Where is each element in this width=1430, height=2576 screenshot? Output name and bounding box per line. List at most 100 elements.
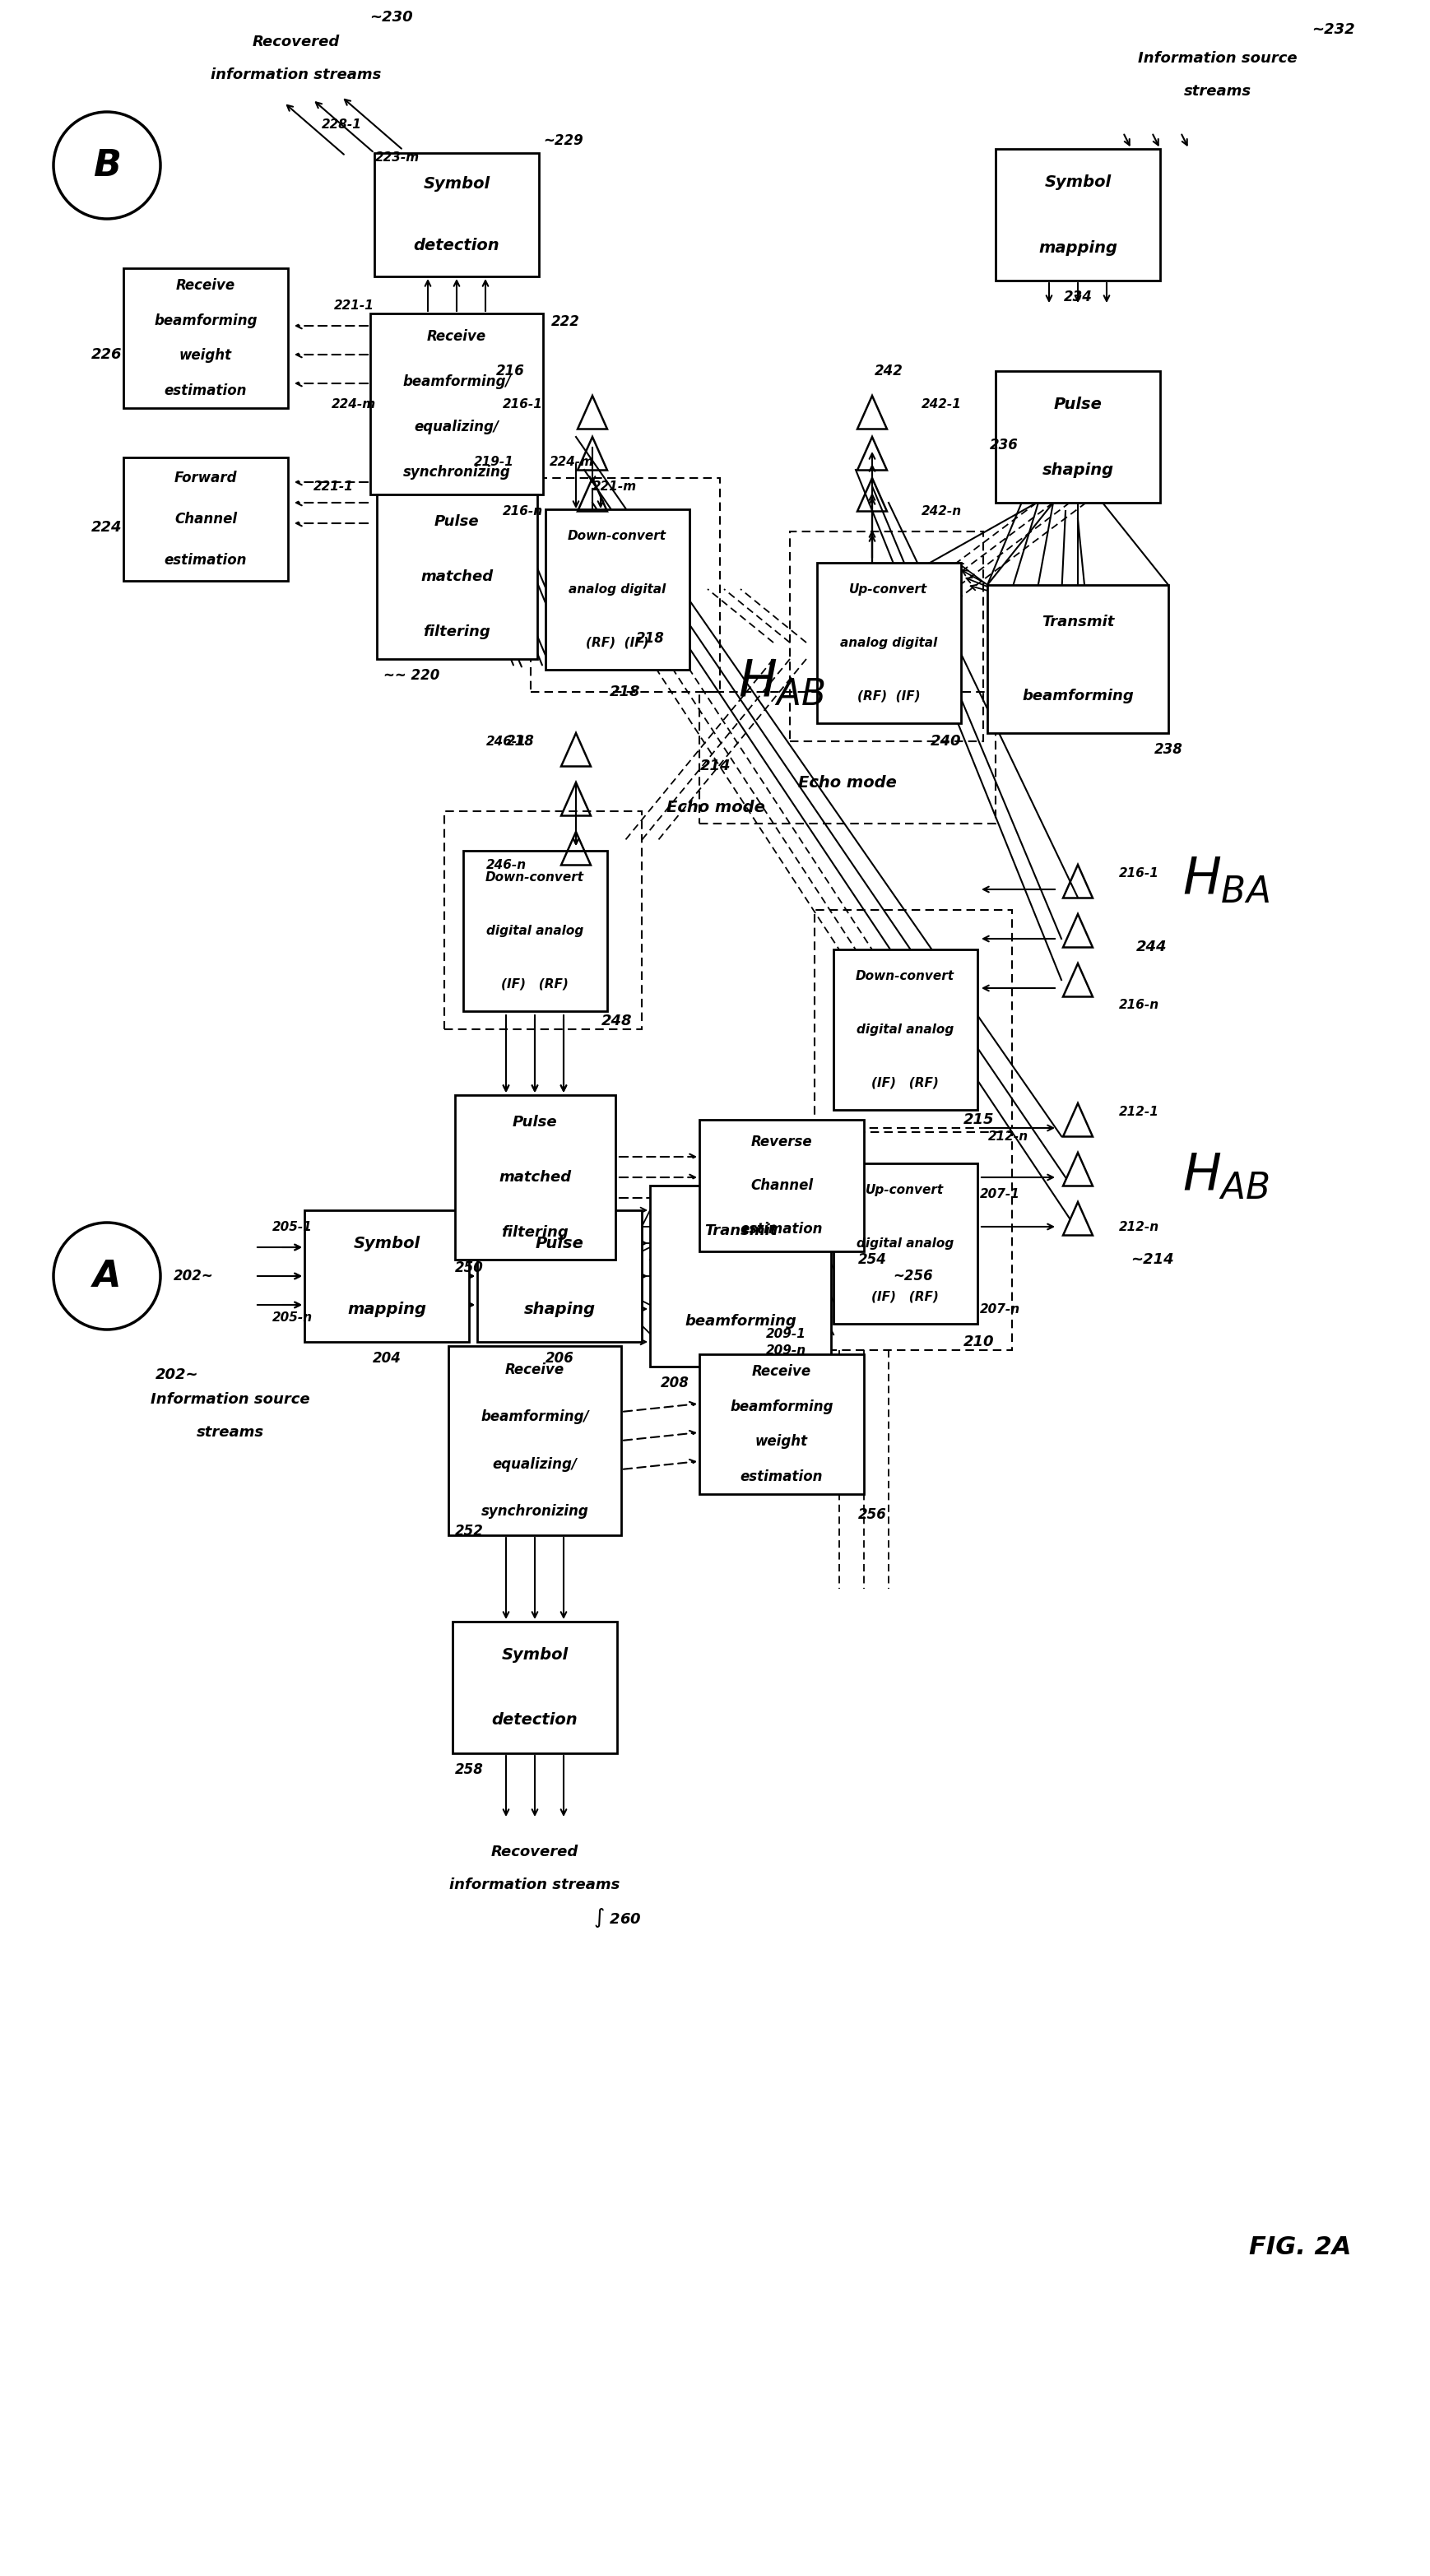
Text: 206: 206 [545,1350,573,1365]
Text: beamforming/: beamforming/ [402,374,511,389]
Text: digital analog: digital analog [486,925,583,938]
Text: FIG. 2A: FIG. 2A [1248,2236,1351,2259]
Text: beamforming: beamforming [154,314,257,327]
FancyBboxPatch shape [817,562,961,724]
Text: 202~: 202~ [174,1267,214,1283]
Text: ~214: ~214 [1130,1252,1174,1267]
Text: estimation: estimation [741,1468,824,1484]
Text: mapping: mapping [1038,240,1117,255]
Text: $H_{AB}$: $H_{AB}$ [738,659,825,708]
FancyBboxPatch shape [995,371,1160,502]
Text: Receive: Receive [505,1363,565,1378]
Text: matched: matched [420,569,493,585]
FancyBboxPatch shape [376,495,536,659]
FancyBboxPatch shape [305,1211,469,1342]
Text: $H_{AB}$: $H_{AB}$ [1183,1151,1270,1203]
Text: Up-convert: Up-convert [867,1182,944,1195]
Text: detection: detection [413,237,499,252]
Text: 216-1: 216-1 [1120,866,1160,878]
Text: 242-1: 242-1 [921,397,962,410]
FancyBboxPatch shape [995,149,1160,281]
Text: Recovered: Recovered [490,1844,579,1860]
FancyBboxPatch shape [834,1162,977,1324]
Text: ~232: ~232 [1311,23,1354,36]
Text: 212-n: 212-n [988,1131,1028,1141]
Text: 218: 218 [636,631,665,647]
FancyBboxPatch shape [463,850,606,1010]
Text: 210: 210 [964,1334,994,1350]
Text: Receive: Receive [176,278,236,294]
Text: Reverse: Reverse [751,1133,812,1149]
Text: 207-n: 207-n [980,1303,1020,1316]
Text: matched: matched [499,1170,571,1185]
Text: information streams: information streams [210,67,382,82]
Text: 252: 252 [455,1525,483,1538]
Text: 212-n: 212-n [1120,1221,1160,1234]
Text: 218: 218 [609,685,641,698]
FancyBboxPatch shape [123,459,287,580]
FancyBboxPatch shape [449,1347,621,1535]
Text: shaping: shaping [523,1301,595,1316]
Text: detection: detection [492,1713,578,1728]
Text: 209-n: 209-n [766,1345,807,1358]
Text: ~230: ~230 [369,10,412,26]
Text: Recovered: Recovered [253,33,340,49]
Text: estimation: estimation [164,384,247,399]
Text: 209-1: 209-1 [766,1327,807,1340]
Text: A: A [93,1260,122,1293]
Text: Pulse: Pulse [435,515,479,528]
Text: Symbol: Symbol [502,1646,568,1662]
Text: Pulse: Pulse [535,1236,583,1252]
Text: 221-1: 221-1 [313,479,353,492]
Text: 215: 215 [964,1113,994,1128]
Text: (IF)   (RF): (IF) (RF) [871,1077,938,1090]
FancyBboxPatch shape [370,314,543,495]
Text: 242-n: 242-n [921,505,962,518]
Text: Transmit: Transmit [704,1224,776,1239]
Text: 208: 208 [661,1376,689,1391]
Text: (RF)  (IF): (RF) (IF) [857,690,919,703]
Text: 234: 234 [1064,289,1093,304]
Text: 238: 238 [1154,742,1183,757]
Text: filtering: filtering [423,623,490,639]
Text: Down-convert: Down-convert [855,969,954,981]
FancyBboxPatch shape [375,152,539,276]
Text: (IF)   (RF): (IF) (RF) [871,1291,938,1303]
Text: (RF)  (IF): (RF) (IF) [585,636,649,649]
FancyBboxPatch shape [455,1095,615,1260]
Text: 205-1: 205-1 [272,1221,312,1234]
Text: estimation: estimation [164,554,247,567]
Text: 224: 224 [92,520,123,536]
Text: 216: 216 [496,363,525,379]
FancyBboxPatch shape [478,1211,642,1342]
Text: synchronizing: synchronizing [403,464,511,479]
Text: Information source: Information source [150,1391,310,1406]
Text: 223-m: 223-m [375,152,419,162]
Text: 256: 256 [858,1507,887,1522]
Text: 222: 222 [552,314,581,330]
Text: 212-1: 212-1 [1120,1105,1160,1118]
Text: 228-1: 228-1 [322,118,362,131]
Text: digital analog: digital analog [857,1023,954,1036]
Text: Symbol: Symbol [353,1236,420,1252]
Text: Pulse: Pulse [512,1115,558,1131]
Text: (IF)   (RF): (IF) (RF) [500,979,569,989]
Text: Up-convert: Up-convert [849,582,928,595]
Text: Pulse: Pulse [1054,397,1103,412]
Text: 250: 250 [455,1260,483,1275]
Text: ~229: ~229 [543,134,583,147]
Text: 226: 226 [92,348,123,363]
Text: 224-m: 224-m [549,456,593,469]
FancyBboxPatch shape [834,948,977,1110]
Text: Symbol: Symbol [423,175,490,191]
FancyBboxPatch shape [545,510,689,670]
Text: 202~: 202~ [156,1368,199,1383]
Text: Down-convert: Down-convert [485,871,585,884]
Text: $H_{BA}$: $H_{BA}$ [1183,855,1270,907]
Text: 258: 258 [455,1762,483,1777]
Text: 204: 204 [372,1350,400,1365]
Text: Information source: Information source [1138,52,1297,67]
Text: 207-1: 207-1 [980,1188,1020,1200]
Text: beamforming: beamforming [685,1314,797,1329]
Text: streams: streams [1184,85,1251,98]
